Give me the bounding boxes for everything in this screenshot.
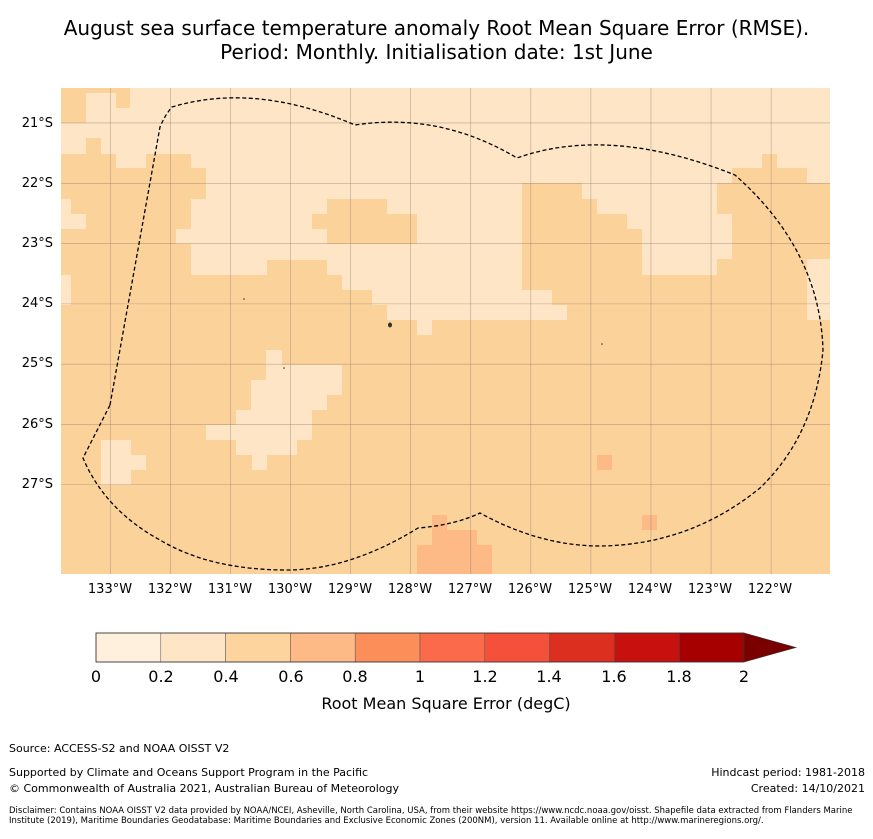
colorbar bbox=[95, 632, 798, 663]
latitude-labels: 21°S 22°S 23°S 24°S 25°S 26°S 27°S bbox=[22, 116, 53, 492]
colorbar-tick-label: 1 bbox=[415, 667, 425, 686]
lon-label: 128°W bbox=[388, 582, 432, 597]
colorbar-ticks: 0 0.2 0.4 0.6 0.8 1 1.2 1.4 1.6 1.8 2 bbox=[91, 667, 749, 686]
colorbar-frame bbox=[95, 632, 745, 663]
colorbar-extend-arrow bbox=[743, 632, 798, 663]
colorbar-tick-label: 1.4 bbox=[536, 667, 561, 686]
colorbar-segment bbox=[419, 632, 486, 663]
map-title-line-1: August sea surface temperature anomaly R… bbox=[63, 16, 810, 40]
rmse-band-0.4-0.6-patches bbox=[70, 88, 130, 108]
lat-label: 25°S bbox=[22, 356, 53, 371]
islands bbox=[243, 298, 603, 369]
colorbar-segment bbox=[354, 632, 421, 663]
copyright-note: © Commonwealth of Australia 2021, Austra… bbox=[9, 782, 399, 795]
lon-label: 127°W bbox=[448, 582, 492, 597]
lat-label: 23°S bbox=[22, 236, 53, 251]
disclaimer-note: Disclaimer: Contains NOAA OISST V2 data … bbox=[9, 806, 853, 826]
lon-label: 133°W bbox=[88, 582, 132, 597]
colorbar-segment bbox=[678, 632, 745, 663]
colorbar-tick-label: 0.4 bbox=[213, 667, 238, 686]
lon-label: 129°W bbox=[328, 582, 372, 597]
colorbar-segment bbox=[614, 632, 680, 663]
colorbar-tick-label: 2 bbox=[739, 667, 749, 686]
lat-label: 26°S bbox=[22, 417, 53, 432]
rmse-map bbox=[61, 88, 830, 574]
lon-label: 131°W bbox=[208, 582, 252, 597]
lon-label: 125°W bbox=[568, 582, 612, 597]
lon-label: 130°W bbox=[268, 582, 312, 597]
lat-label: 22°S bbox=[22, 176, 53, 191]
colorbar-segment bbox=[225, 632, 291, 663]
lat-label: 27°S bbox=[22, 477, 53, 492]
lat-label: 21°S bbox=[22, 116, 53, 131]
lon-label: 123°W bbox=[688, 582, 732, 597]
lon-label: 122°W bbox=[748, 582, 792, 597]
source-note: Source: ACCESS-S2 and NOAA OISST V2 bbox=[9, 742, 230, 755]
support-note: Supported by Climate and Oceans Support … bbox=[9, 766, 369, 779]
map-title-line-2: Period: Monthly. Initialisation date: 1s… bbox=[220, 40, 653, 64]
colorbar-tick-label: 0.2 bbox=[148, 667, 173, 686]
colorbar-segment bbox=[549, 632, 615, 663]
lon-label: 132°W bbox=[148, 582, 192, 597]
rmse-band-0.6-0.8 bbox=[417, 455, 657, 574]
longitude-labels: 133°W 132°W 131°W 130°W 129°W 128°W 127°… bbox=[88, 582, 792, 597]
colorbar-tick-label: 0.6 bbox=[278, 667, 303, 686]
graticule bbox=[61, 88, 830, 574]
colorbar-tick-label: 1.2 bbox=[472, 667, 497, 686]
hindcast-period: Hindcast period: 1981-2018 bbox=[711, 766, 865, 779]
colorbar-label: Root Mean Square Error (degC) bbox=[321, 694, 570, 713]
colorbar-segment bbox=[290, 632, 356, 663]
lon-label: 126°W bbox=[508, 582, 552, 597]
colorbar-segment bbox=[484, 632, 550, 663]
created-date: Created: 14/10/2021 bbox=[750, 782, 865, 795]
colorbar-tick-label: 1.8 bbox=[666, 667, 691, 686]
colorbar-segment bbox=[95, 632, 162, 663]
colorbar-tick-label: 0 bbox=[91, 667, 101, 686]
eez-boundary bbox=[82, 97, 824, 571]
rmse-band-0.2-0.4 bbox=[61, 88, 830, 485]
lon-label: 124°W bbox=[628, 582, 672, 597]
colorbar-tick-label: 0.8 bbox=[342, 667, 367, 686]
colorbar-segment bbox=[160, 632, 226, 663]
lat-label: 24°S bbox=[22, 296, 53, 311]
colorbar-tick-label: 1.6 bbox=[601, 667, 626, 686]
